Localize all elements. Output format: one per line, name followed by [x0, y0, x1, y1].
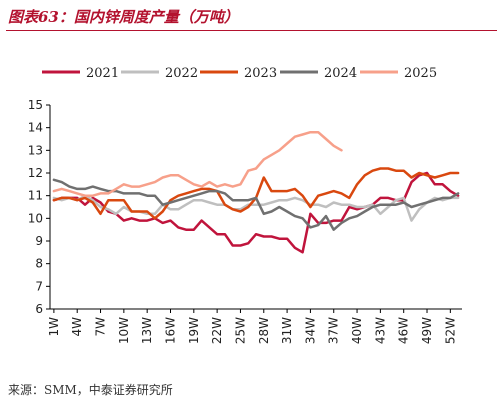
y-tick-label: 12 — [28, 166, 43, 180]
y-tick-label: 11 — [28, 189, 43, 203]
y-tick-label: 15 — [28, 98, 43, 112]
series-line-2023 — [52, 167, 460, 220]
x-tick-label: 25W — [233, 317, 247, 344]
y-tick-label: 13 — [28, 143, 43, 157]
series-line-2024 — [52, 178, 460, 231]
chart-title: 图表63：国内锌周度产量（万吨） — [8, 8, 239, 26]
y-tick-label: 10 — [28, 211, 43, 225]
y-tick-label: 14 — [28, 121, 43, 135]
y-tick-label: 6 — [35, 302, 43, 316]
legend-label-2025: 2025 — [404, 66, 437, 81]
x-tick-label: 22W — [210, 317, 224, 344]
x-tick-label: 34W — [303, 317, 317, 344]
source-note: 来源：SMM，中泰证券研究所 — [8, 383, 173, 397]
y-tick-label: 7 — [35, 279, 43, 293]
y-tick-label: 8 — [35, 257, 43, 271]
legend-label-2021: 2021 — [86, 66, 119, 81]
series-line-2021 — [52, 171, 460, 254]
x-tick-label: 13W — [140, 317, 154, 344]
y-tick-label: 9 — [35, 234, 43, 248]
x-tick-label: 1W — [47, 317, 61, 337]
x-tick-label: 40W — [350, 317, 364, 344]
x-tick-label: 28W — [257, 317, 271, 344]
x-tick-label: 31W — [280, 317, 294, 344]
x-tick-label: 46W — [397, 317, 411, 344]
x-tick-label: 4W — [70, 317, 84, 337]
x-tick-label: 10W — [117, 317, 131, 344]
x-tick-label: 43W — [373, 317, 387, 344]
x-tick-label: 16W — [163, 317, 177, 344]
x-tick-label: 52W — [443, 317, 457, 344]
legend-label-2024: 2024 — [324, 66, 357, 81]
x-tick-label: 49W — [420, 317, 434, 344]
x-tick-label: 37W — [327, 317, 341, 344]
legend-label-2022: 2022 — [165, 66, 198, 81]
x-tick-label: 7W — [94, 317, 108, 337]
series-line-2025 — [52, 130, 343, 197]
title-divider — [6, 30, 497, 31]
legend-label-2023: 2023 — [244, 66, 277, 81]
x-tick-label: 19W — [187, 317, 201, 344]
